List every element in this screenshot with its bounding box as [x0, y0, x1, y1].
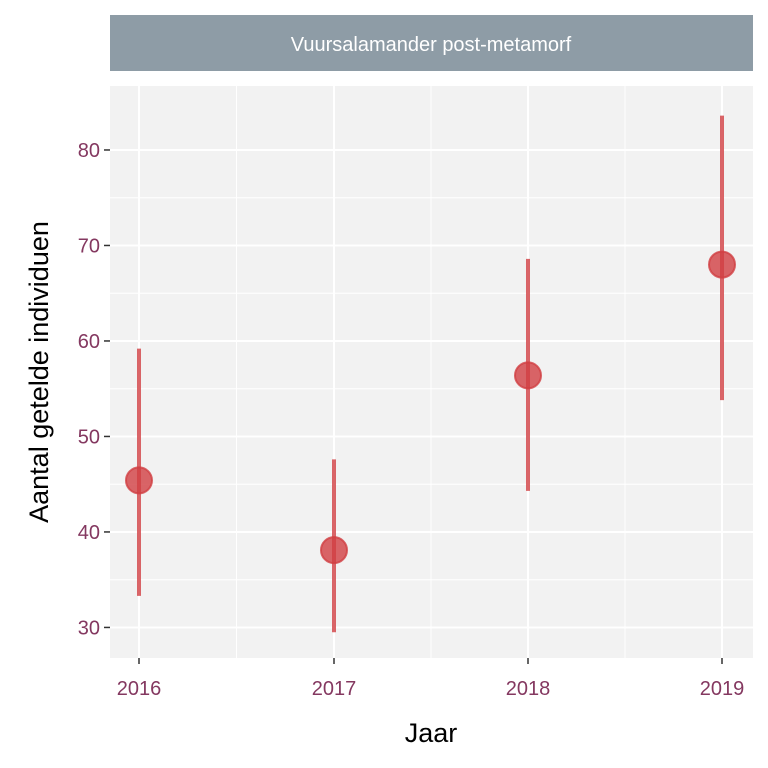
y-axis-title: Aantal getelde individuen: [24, 221, 54, 523]
panel-title: Vuursalamander post-metamorf: [291, 34, 572, 56]
chart-marks: [125, 115, 736, 633]
x-tick-label: 2018: [506, 678, 551, 700]
axis-ticks: [104, 149, 723, 664]
y-tick-label: 50: [78, 426, 100, 448]
x-tick-label: 2017: [312, 678, 357, 700]
y-tick-label: 40: [78, 522, 100, 544]
x-tick-label: 2016: [117, 678, 162, 700]
y-tick-label: 30: [78, 617, 100, 639]
x-axis-title: Jaar: [405, 718, 458, 748]
y-tick-labels: 30 40 50 60 70 80: [78, 140, 100, 639]
point-2018: [514, 361, 542, 390]
x-tick-label: 2019: [700, 678, 745, 700]
point-2019: [708, 250, 736, 279]
point-2017: [320, 536, 348, 565]
grid-minor: [110, 86, 753, 658]
point-2016: [125, 466, 153, 495]
strip-background: [110, 15, 753, 71]
y-tick-label: 80: [78, 140, 100, 162]
y-tick-label: 70: [78, 235, 100, 257]
x-tick-labels: 2016 2017 2018 2019: [117, 678, 745, 700]
y-tick-label: 60: [78, 331, 100, 353]
